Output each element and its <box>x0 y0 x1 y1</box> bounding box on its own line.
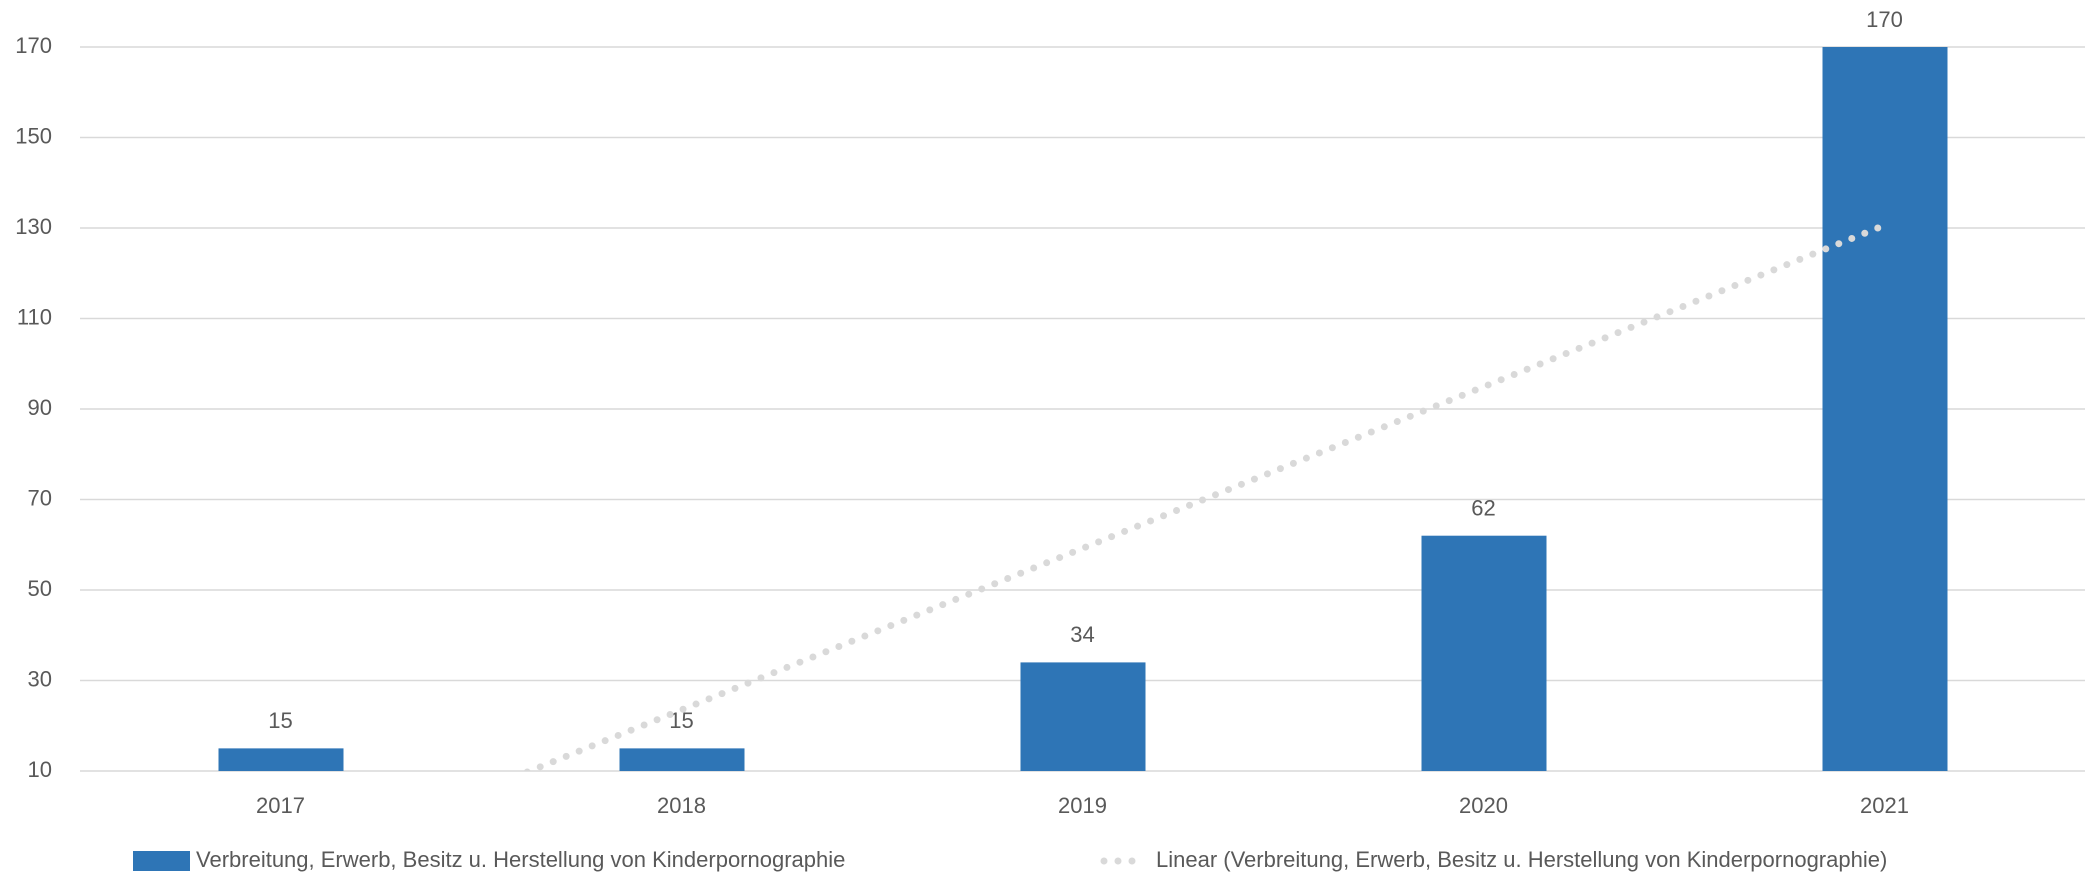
y-tick-label: 150 <box>15 123 52 148</box>
data-label: 170 <box>1866 7 1903 32</box>
bar <box>218 748 344 771</box>
trendline <box>520 221 1888 771</box>
y-tick-label: 90 <box>28 395 52 420</box>
x-tick-label: 2019 <box>1058 793 1107 818</box>
y-tick-label: 110 <box>17 304 52 329</box>
y-tick-label: 70 <box>28 485 52 510</box>
y-tick-label: 10 <box>28 757 52 782</box>
x-tick-label: 2017 <box>256 793 305 818</box>
y-tick-label: 50 <box>28 576 52 601</box>
x-tick-label: 2021 <box>1860 793 1909 818</box>
x-tick-label: 2018 <box>657 793 706 818</box>
y-tick-label: 130 <box>15 214 52 239</box>
legend-label: Verbreitung, Erwerb, Besitz u. Herstellu… <box>196 847 845 872</box>
legend-swatch <box>133 851 190 871</box>
bar <box>1020 662 1146 771</box>
x-tick-label: 2020 <box>1459 793 1508 818</box>
legend-label: Linear (Verbreitung, Erwerb, Besitz u. H… <box>1156 847 1887 872</box>
bar <box>619 748 745 771</box>
data-label: 62 <box>1471 496 1495 521</box>
data-label: 15 <box>268 708 292 733</box>
y-tick-label: 170 <box>15 33 52 58</box>
bar <box>1421 535 1547 771</box>
bar <box>1822 47 1948 771</box>
y-tick-label: 30 <box>28 666 52 691</box>
data-label: 34 <box>1070 622 1094 647</box>
